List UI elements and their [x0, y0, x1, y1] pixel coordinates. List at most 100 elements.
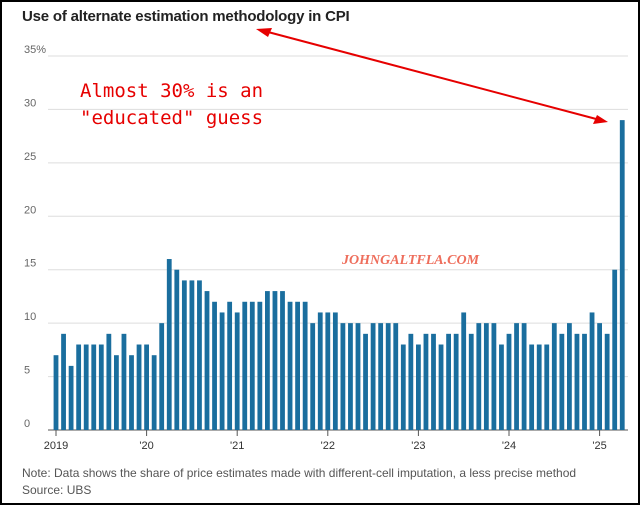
x-tick-label: '20: [139, 440, 153, 452]
bar: [181, 280, 187, 430]
bar: [370, 323, 376, 430]
bar: [378, 323, 384, 430]
bar: [461, 312, 467, 430]
bar: [129, 355, 134, 430]
bar: [144, 344, 149, 430]
bar: [317, 312, 323, 430]
bar: [491, 323, 497, 430]
bar: [521, 323, 527, 430]
bar: [619, 120, 625, 430]
chart-footnote: Note: Data shows the share of price esti…: [22, 465, 576, 499]
bar: [189, 280, 195, 430]
annotation-arrowhead-start: [256, 28, 272, 37]
x-tick-label: '22: [321, 440, 335, 452]
footnote-note: Note: Data shows the share of price esti…: [22, 466, 577, 480]
bar: [83, 344, 89, 430]
bar: [295, 301, 300, 430]
bar: [574, 333, 580, 430]
gridlines: 0 5 10 15 20 25 30 35%: [24, 44, 628, 431]
y-tick-label: 30: [24, 97, 36, 109]
bar: [582, 333, 587, 430]
bar: [151, 355, 157, 430]
bar: [61, 333, 66, 430]
bar: [121, 333, 127, 430]
bar: [408, 333, 414, 430]
bar: [589, 312, 595, 430]
bar: [438, 344, 444, 430]
bar: [536, 344, 542, 430]
x-tick-label: '25: [592, 440, 606, 452]
bar: [272, 291, 278, 430]
bar: [431, 333, 436, 430]
bar: [159, 323, 165, 430]
bar: [551, 323, 557, 430]
annotation-layer: Almost 30% is an "educated" guess: [80, 28, 608, 129]
y-tick-label: 35%: [24, 44, 46, 56]
bar: [106, 333, 112, 430]
bar: [136, 344, 142, 430]
bar: [385, 323, 391, 430]
annotation-line-1: Almost 30% is an: [80, 80, 263, 102]
bar: [355, 323, 361, 430]
bar: [506, 333, 512, 430]
y-tick-label: 0: [24, 418, 30, 430]
bar: [166, 259, 172, 430]
bar: [302, 301, 308, 430]
bar: [242, 301, 248, 430]
chart-title: Use of alternate estimation methodology …: [22, 8, 350, 25]
bar: [219, 312, 225, 430]
y-tick-label: 25: [24, 151, 36, 163]
bar: [249, 301, 255, 430]
bar: [265, 291, 270, 430]
bar: [340, 323, 346, 430]
bar: [76, 344, 82, 430]
x-tick-label: '23: [411, 440, 425, 452]
y-tick-label: 20: [24, 204, 36, 216]
bar: [499, 344, 504, 430]
bar: [612, 269, 618, 430]
y-tick-label: 10: [24, 311, 36, 323]
bar: [91, 344, 97, 430]
bar: [174, 269, 180, 430]
bar: [310, 323, 316, 430]
bar: [446, 333, 451, 430]
bar: [234, 312, 240, 430]
x-tick-label: 2019: [44, 440, 68, 452]
bar: [483, 323, 489, 430]
bar: [332, 312, 338, 430]
bar: [559, 333, 565, 430]
bar: [544, 344, 550, 430]
x-tick-label: '21: [230, 440, 244, 452]
watermark-text: JOHNGALTFLA.COM: [341, 253, 480, 268]
bar: [197, 280, 202, 430]
bar: [227, 301, 233, 430]
x-tick-label: '24: [502, 440, 516, 452]
bar: [604, 333, 610, 430]
bar: [212, 301, 217, 430]
bars: [53, 120, 625, 430]
bar: [114, 355, 119, 430]
bar: [325, 312, 331, 430]
bar: [514, 323, 519, 430]
bar: [529, 344, 535, 430]
bar: [98, 344, 104, 430]
bar: [257, 301, 263, 430]
bar: [453, 333, 459, 430]
bar: [204, 291, 210, 430]
annotation-line-2: "educated" guess: [80, 107, 263, 129]
bar: [363, 333, 368, 430]
bar: [348, 323, 353, 430]
bar: [53, 355, 59, 430]
bar: [468, 333, 474, 430]
annotation-arrowhead-end: [593, 115, 608, 124]
footnote-source: Source: UBS: [22, 483, 92, 497]
bar: [68, 365, 74, 430]
bar: [280, 291, 285, 430]
y-tick-label: 15: [24, 258, 36, 270]
bar: [567, 323, 572, 430]
bar: [393, 323, 399, 430]
y-tick-label: 5: [24, 365, 30, 377]
bar: [287, 301, 293, 430]
x-axis: 2019 '20 '21 '22 '23 '24 '25: [44, 430, 607, 452]
